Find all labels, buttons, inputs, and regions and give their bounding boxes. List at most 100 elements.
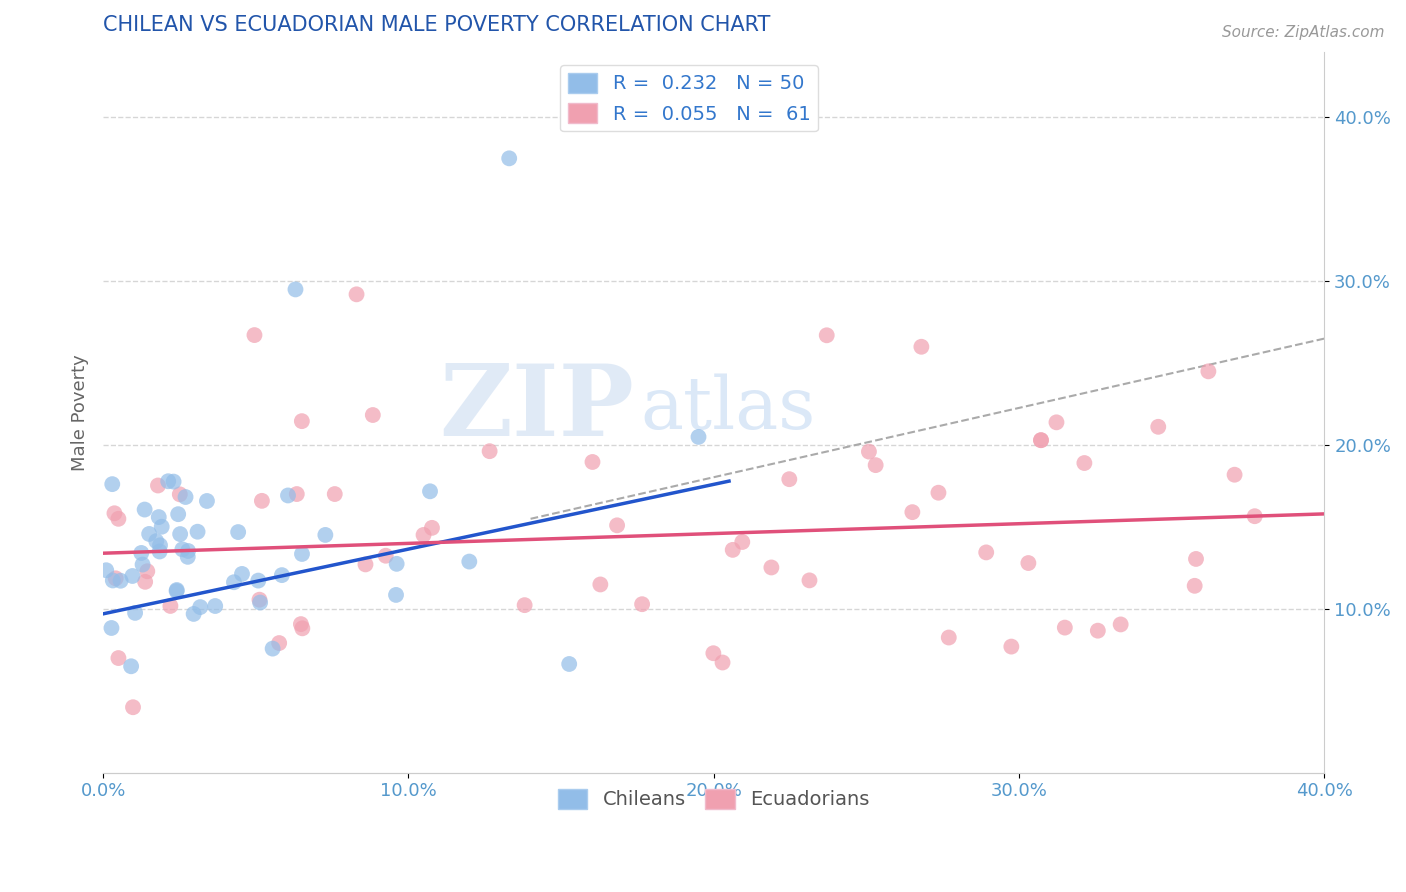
Point bbox=[157, 475, 180, 489]
Point bbox=[688, 430, 710, 444]
Point bbox=[799, 574, 821, 588]
Point bbox=[815, 328, 838, 343]
Point bbox=[134, 502, 156, 516]
Point bbox=[1029, 433, 1052, 447]
Point bbox=[270, 568, 292, 582]
Point bbox=[778, 472, 800, 486]
Point bbox=[314, 528, 336, 542]
Point bbox=[177, 544, 200, 558]
Point bbox=[172, 542, 194, 557]
Point bbox=[731, 535, 754, 549]
Point bbox=[146, 478, 169, 492]
Point bbox=[291, 547, 314, 561]
Point bbox=[711, 656, 734, 670]
Point bbox=[204, 599, 226, 613]
Point bbox=[374, 549, 396, 563]
Point bbox=[1029, 434, 1052, 448]
Point bbox=[103, 506, 125, 520]
Point bbox=[96, 563, 118, 577]
Point bbox=[290, 617, 312, 632]
Legend: Chileans, Ecuadorians: Chileans, Ecuadorians bbox=[550, 781, 877, 817]
Point bbox=[162, 475, 184, 489]
Point bbox=[129, 546, 152, 560]
Point bbox=[284, 282, 307, 296]
Point bbox=[136, 564, 159, 578]
Point bbox=[581, 455, 603, 469]
Point bbox=[1184, 579, 1206, 593]
Point bbox=[148, 510, 170, 524]
Point bbox=[385, 557, 408, 571]
Point bbox=[101, 477, 124, 491]
Point bbox=[124, 606, 146, 620]
Point bbox=[262, 641, 284, 656]
Point bbox=[166, 584, 188, 599]
Point bbox=[1185, 552, 1208, 566]
Point bbox=[122, 700, 145, 714]
Point bbox=[110, 574, 132, 588]
Point bbox=[121, 569, 143, 583]
Point bbox=[145, 534, 167, 549]
Point bbox=[974, 545, 997, 559]
Point bbox=[1087, 624, 1109, 638]
Point bbox=[858, 444, 880, 458]
Point bbox=[247, 574, 270, 588]
Point bbox=[1223, 467, 1246, 482]
Point bbox=[498, 152, 520, 166]
Point bbox=[249, 592, 271, 607]
Point bbox=[927, 485, 949, 500]
Point bbox=[188, 600, 211, 615]
Point bbox=[174, 490, 197, 504]
Point bbox=[107, 651, 129, 665]
Point bbox=[138, 527, 160, 541]
Point bbox=[354, 558, 377, 572]
Point bbox=[589, 577, 612, 591]
Point bbox=[250, 493, 273, 508]
Point bbox=[187, 524, 209, 539]
Point bbox=[149, 544, 172, 558]
Point bbox=[222, 575, 245, 590]
Point bbox=[412, 528, 434, 542]
Point bbox=[1017, 556, 1039, 570]
Point bbox=[107, 512, 129, 526]
Point bbox=[1147, 419, 1170, 434]
Text: atlas: atlas bbox=[641, 374, 815, 444]
Point bbox=[478, 444, 501, 458]
Point bbox=[120, 659, 142, 673]
Point bbox=[131, 558, 153, 572]
Point bbox=[702, 646, 724, 660]
Point bbox=[101, 574, 124, 588]
Point bbox=[166, 582, 188, 597]
Point bbox=[167, 507, 190, 521]
Point bbox=[513, 598, 536, 612]
Point bbox=[1053, 621, 1076, 635]
Point bbox=[104, 571, 127, 585]
Point bbox=[291, 414, 314, 428]
Point bbox=[231, 566, 253, 581]
Point bbox=[631, 597, 654, 611]
Point bbox=[420, 521, 443, 535]
Y-axis label: Male Poverty: Male Poverty bbox=[72, 354, 89, 471]
Point bbox=[938, 631, 960, 645]
Point bbox=[134, 574, 156, 589]
Point bbox=[195, 494, 218, 508]
Point bbox=[361, 408, 384, 422]
Point bbox=[277, 488, 299, 502]
Point bbox=[1243, 509, 1265, 524]
Point bbox=[761, 560, 783, 574]
Point bbox=[910, 340, 932, 354]
Point bbox=[149, 538, 172, 552]
Point bbox=[385, 588, 408, 602]
Point bbox=[169, 487, 191, 501]
Point bbox=[269, 636, 291, 650]
Point bbox=[285, 487, 308, 501]
Point bbox=[1109, 617, 1132, 632]
Text: ZIP: ZIP bbox=[440, 360, 634, 458]
Point bbox=[901, 505, 924, 519]
Point bbox=[346, 287, 368, 301]
Point bbox=[183, 607, 205, 621]
Point bbox=[323, 487, 346, 501]
Point bbox=[865, 458, 887, 472]
Text: CHILEAN VS ECUADORIAN MALE POVERTY CORRELATION CHART: CHILEAN VS ECUADORIAN MALE POVERTY CORRE… bbox=[103, 15, 770, 35]
Point bbox=[1073, 456, 1095, 470]
Point bbox=[177, 549, 200, 564]
